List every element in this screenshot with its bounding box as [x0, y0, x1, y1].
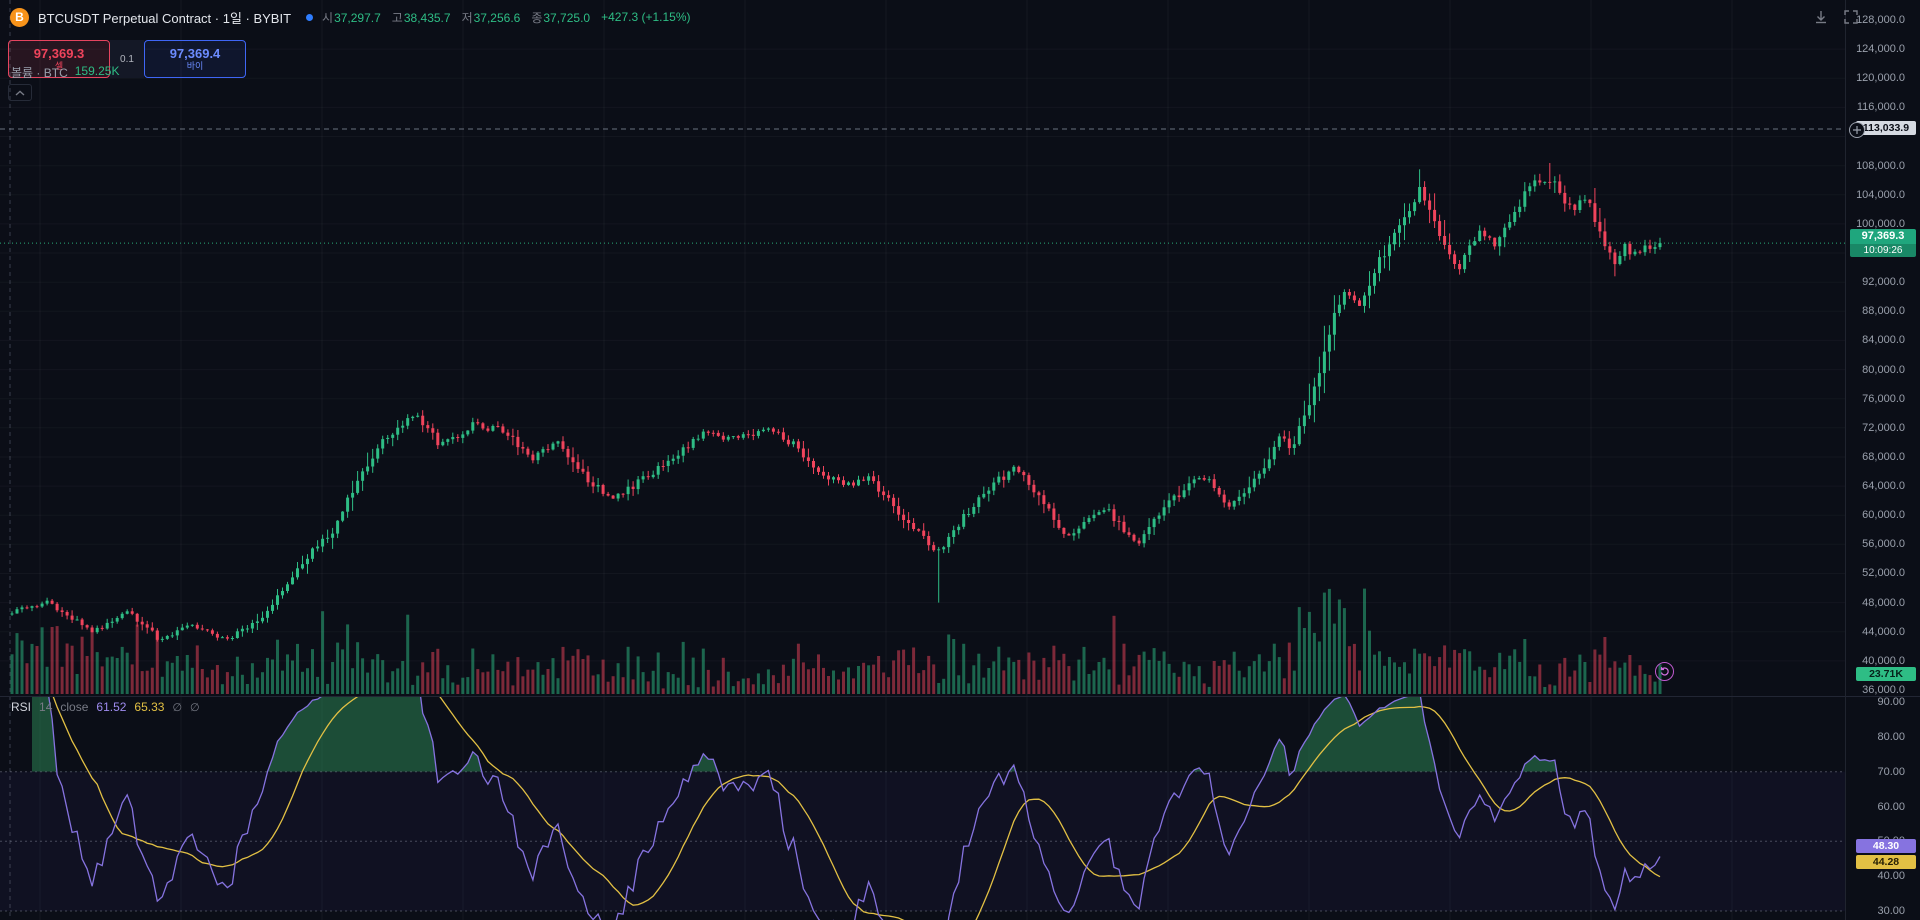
volume-value-badge: 23.71K [1856, 667, 1916, 681]
rsi-empty-value-1: ∅ [172, 701, 183, 714]
rsi-empty-value-2: ∅ [190, 701, 200, 714]
circular-arrow-icon [1660, 667, 1669, 676]
ohlc-values: 시37,297.7 고38,435.7 저37,256.6 종37,725.0 … [322, 9, 690, 26]
sell-label: 셀 [54, 61, 64, 71]
collapse-pane-button[interactable] [8, 84, 32, 101]
rsi-legend[interactable]: RSI 14 close 61.52 65.33 ∅ ∅ [11, 700, 200, 714]
buy-price: 97,369.4 [169, 46, 221, 61]
price-axis-label: 40,000.0 [1862, 655, 1905, 667]
price-axis-label: 60,000.0 [1862, 509, 1905, 521]
price-lines [0, 0, 1845, 920]
rsi-overbought-fill [32, 697, 1557, 772]
price-axis-label: 36,000.0 [1862, 684, 1905, 696]
price-axis-label: 88,000.0 [1862, 305, 1905, 317]
ohlc-low-value: 37,256.6 [473, 10, 521, 25]
price-axis-label: 108,000.0 [1856, 160, 1905, 172]
volume-legend-label: 볼륨 · BTC [11, 66, 68, 80]
buy-button[interactable]: 97,369.4 바이 [144, 40, 246, 78]
ohlc-open-value: 37,297.7 [334, 10, 381, 25]
ohlc-high-value: 38,435.7 [403, 10, 451, 25]
price-axis-label: 116,000.0 [1856, 101, 1905, 113]
price-axis-label: 128,000.0 [1856, 14, 1905, 26]
pane-separator[interactable] [0, 696, 1920, 697]
rsi-axis-label: 80.00 [1877, 731, 1905, 743]
price-change: +427.3 (+1.15%) [601, 10, 691, 24]
price-axis-border [1845, 0, 1846, 920]
price-axis-label: 104,000.0 [1856, 189, 1905, 201]
rsi-axis-label: 30.00 [1877, 905, 1905, 917]
bitcoin-logo-icon: B [10, 7, 29, 27]
rsi-axis-label: 60.00 [1877, 801, 1905, 813]
last-price-value: 97,369.3 [1861, 230, 1905, 242]
rsi-line-badge: 48.30 [1856, 839, 1916, 853]
sell-price: 97,369.3 [33, 46, 85, 61]
rsi-axis-label: 70.00 [1877, 766, 1905, 778]
ohlc-close-label: 종 [531, 10, 543, 25]
rsi-bands [0, 771, 1845, 912]
rsi-ma-line [52, 697, 1661, 920]
download-icon[interactable] [1812, 8, 1830, 26]
rsi-ma-value: 65.33 [134, 700, 165, 714]
market-status-icon [306, 13, 314, 21]
rsi-line [48, 697, 1661, 920]
price-axis-label: 64,000.0 [1862, 480, 1905, 492]
price-axis-label: 48,000.0 [1862, 597, 1905, 609]
price-axis-label: 44,000.0 [1862, 626, 1905, 638]
price-axis-label: 68,000.0 [1862, 451, 1905, 463]
price-axis-label: 100,000.0 [1856, 218, 1905, 230]
symbol-title[interactable]: BTCUSDT Perpetual Contract · 1일 · BYBIT [38, 10, 292, 26]
scroll-to-realtime-button[interactable] [1655, 662, 1674, 681]
price-axis-label: 120,000.0 [1856, 72, 1905, 84]
price-axis-label: 80,000.0 [1862, 364, 1905, 376]
bar-countdown: 10:09:26 [1850, 244, 1916, 257]
price-axis-label: 72,000.0 [1862, 422, 1905, 434]
sell-button[interactable]: 97,369.3 셀 [8, 40, 110, 78]
alert-price-badge[interactable]: 113,033.9 [1856, 121, 1916, 135]
ohlc-close-value: 37,725.0 [543, 10, 591, 25]
last-price-badge: 97,369.3 10:09:26 [1850, 229, 1916, 257]
buy-label: 바이 [186, 61, 204, 71]
candles [10, 163, 1662, 643]
spread-value: 0.1 [110, 40, 144, 78]
ohlc-low-label: 저 [461, 10, 473, 25]
fullscreen-icon[interactable] [1842, 8, 1860, 26]
rsi-ma-badge: 44.28 [1856, 855, 1916, 869]
rsi-title: RSI [11, 700, 32, 714]
price-axis-label: 76,000.0 [1862, 393, 1905, 405]
price-axis-label: 92,000.0 [1862, 276, 1905, 288]
price-axis-label: 52,000.0 [1862, 567, 1905, 579]
rsi-axis-label: 90.00 [1877, 696, 1905, 708]
ohlc-open-label: 시 [322, 10, 334, 25]
price-axis-label: 84,000.0 [1862, 334, 1905, 346]
volume-legend[interactable]: 볼륨 · BTC 159.25K [11, 64, 119, 81]
volume-legend-value: 159.25K [74, 64, 120, 78]
rsi-length: 14 [39, 700, 53, 714]
chart-legend-header[interactable]: B BTCUSDT Perpetual Contract · 1일 · BYBI… [0, 0, 691, 34]
chevron-up-icon [15, 89, 25, 96]
rsi-value: 61.52 [96, 700, 127, 714]
price-axis-label: 56,000.0 [1862, 538, 1905, 550]
trade-widget: 97,369.3 셀 0.1 97,369.4 바이 [8, 40, 246, 78]
ohlc-high-label: 고 [391, 10, 403, 25]
chart-toolbar-icons [1812, 8, 1860, 26]
rsi-source: close [60, 700, 89, 714]
price-axis-label: 124,000.0 [1856, 43, 1905, 55]
volume-bars [10, 588, 1662, 694]
rsi-axis-label: 40.00 [1877, 870, 1905, 882]
alert-plus-icon[interactable] [1849, 122, 1865, 138]
